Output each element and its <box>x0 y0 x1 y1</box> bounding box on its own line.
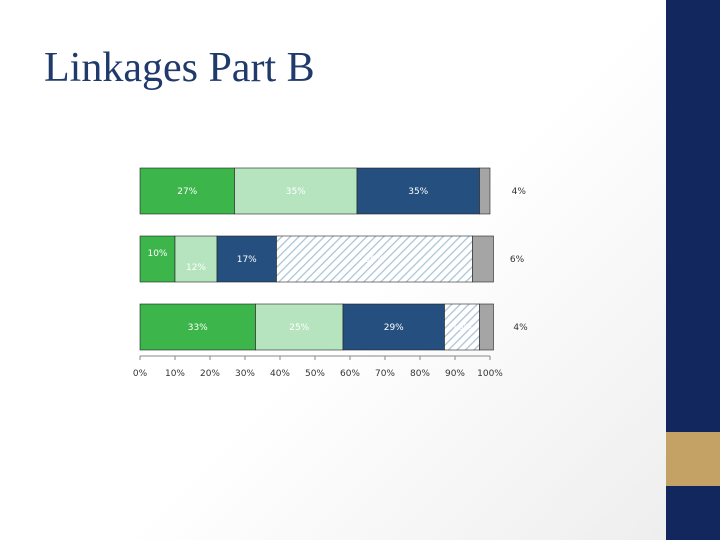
x-tick-label: 40% <box>270 369 290 379</box>
data-label: 17% <box>237 255 257 265</box>
bar-3: 33% 25% 29% 10% 4% <box>139 303 528 351</box>
bar-1-segment-1 <box>139 167 235 215</box>
x-tick-label: 100% <box>477 369 503 379</box>
stacked-bar-chart: 27% 35% 35% 4%10%12%17% 56% 6%33% 25% 29% 10% 4% … <box>133 167 528 379</box>
data-label: 4% <box>513 323 528 333</box>
x-tick-label: 10% <box>165 369 185 379</box>
bar-1-segment-5 <box>479 167 491 215</box>
x-tick-label: 0% <box>133 369 148 379</box>
bar-2-segment-4 <box>276 235 473 283</box>
data-label: 29% <box>384 323 404 333</box>
data-label: 12% <box>186 263 206 273</box>
bar-2-segment-1 <box>139 235 176 283</box>
slide-title: Linkages Part B <box>44 45 315 91</box>
bar-3-segment-5 <box>479 303 494 351</box>
x-tick-label: 60% <box>340 369 360 379</box>
bar-3-segment-1 <box>139 303 256 351</box>
data-label: 4% <box>512 187 527 197</box>
data-label: 25% <box>289 323 309 333</box>
data-label: 35% <box>286 187 306 197</box>
side-accent-navy-bottom <box>666 486 720 540</box>
data-label: 10% <box>147 249 167 259</box>
x-axis: 0% 10% 20% 30% 40% 50% 60% 70% 80% 90% 100% <box>133 355 503 379</box>
x-tick-label: 80% <box>410 369 430 379</box>
bar-2-segment-2 <box>174 235 218 283</box>
bars-layer: 27% 35% 35% 4% 10% 12% 17% 56% 6% 33% 25% 29% 10% 4% <box>139 167 528 351</box>
data-label: 35% <box>408 187 428 197</box>
bar-3-segment-4 <box>444 303 480 351</box>
bar-1-segment-3 <box>356 167 480 215</box>
bar-2: 10% 12% 17% 56% 6% <box>139 235 525 283</box>
bar-3-segment-2 <box>255 303 344 351</box>
x-tick-label: 20% <box>200 369 220 379</box>
x-tick-label: 50% <box>305 369 325 379</box>
side-accent-gold <box>666 432 720 486</box>
bar-3-segment-3 <box>342 303 445 351</box>
bar-2-segment-5 <box>472 235 494 283</box>
data-label: 27% <box>177 187 197 197</box>
bar-2-segment-3 <box>216 235 277 283</box>
data-label: 10% <box>452 323 472 333</box>
data-label: 33% <box>188 323 208 333</box>
x-tick-label: 90% <box>445 369 465 379</box>
x-tick-label: 70% <box>375 369 395 379</box>
data-label: 6% <box>510 255 525 265</box>
side-accent-navy <box>666 0 720 432</box>
x-tick-label: 30% <box>235 369 255 379</box>
data-label: 56% <box>364 255 384 265</box>
bar-1: 27% 35% 35% 4% <box>139 167 527 215</box>
